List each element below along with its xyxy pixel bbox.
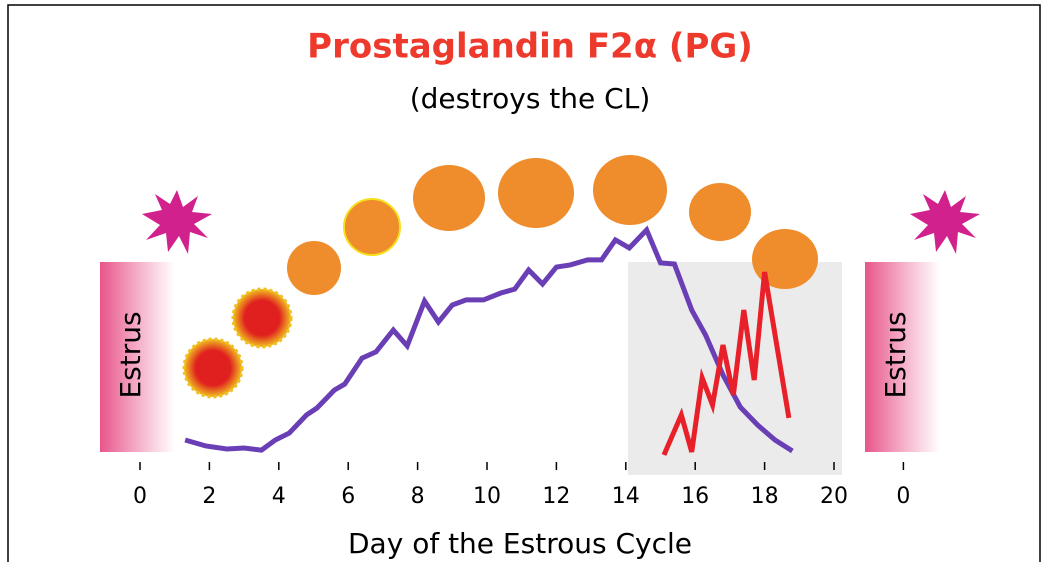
corpus-luteum <box>498 158 574 228</box>
ovulation-star <box>142 190 212 254</box>
follicle <box>184 339 242 397</box>
corpus-luteum <box>689 183 751 241</box>
corpus-luteum <box>593 155 667 225</box>
x-tick-label: 14 <box>612 484 640 509</box>
chart: Prostaglandin F2α (PG) (destroys the CL)… <box>0 0 1052 562</box>
ovulation-star <box>910 190 980 254</box>
x-tick-label: 6 <box>341 484 355 509</box>
chart-subtitle: (destroys the CL) <box>410 82 651 115</box>
corpus-luteum <box>413 165 485 231</box>
x-tick-label: 8 <box>411 484 425 509</box>
corpus-luteum <box>287 241 341 295</box>
corpus-luteum <box>344 199 400 255</box>
follicle-icons <box>142 155 980 397</box>
x-tick-label: 0 <box>133 484 147 509</box>
estrus-label: Estrus <box>879 311 912 398</box>
x-tick-label: 10 <box>473 484 501 509</box>
follicle <box>233 289 291 347</box>
x-tick-label: 12 <box>542 484 570 509</box>
estrus-label: Estrus <box>114 311 147 398</box>
x-tick-label: 0 <box>896 484 910 509</box>
x-tick-label: 4 <box>272 484 286 509</box>
x-tick-label: 20 <box>820 484 848 509</box>
chart-title: Prostaglandin F2α (PG) <box>307 27 753 67</box>
x-axis-title: Day of the Estrous Cycle <box>348 527 692 560</box>
x-tick-label: 16 <box>681 484 709 509</box>
x-tick-label: 18 <box>751 484 779 509</box>
x-tick-label: 2 <box>202 484 216 509</box>
